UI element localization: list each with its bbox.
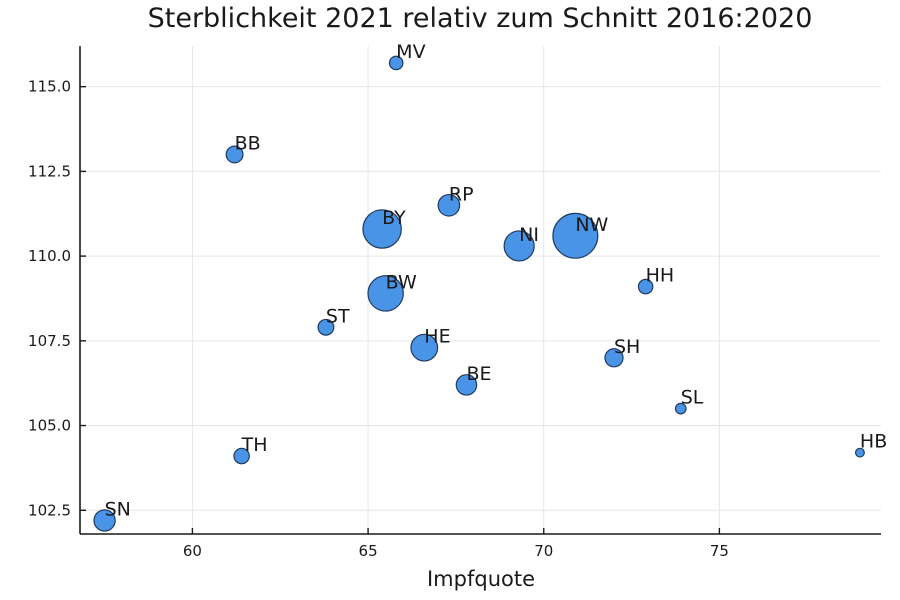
x-axis-label: Impfquote [427,567,535,591]
point-label-he: HE [424,326,450,348]
y-tick-label: 115.0 [28,78,71,96]
data-point-ni [503,230,535,262]
y-tick-label: 110.0 [28,247,71,265]
y-tick-label: 102.5 [28,501,71,519]
data-point-hb [854,447,865,458]
point-label-bw: BW [386,271,417,293]
point-label-by: BY [382,207,406,229]
y-tick-label: 112.5 [28,162,71,180]
data-point-sn [93,509,116,532]
data-point-bw [367,275,404,312]
chart-title: Sterblichkeit 2021 relativ zum Schnitt 2… [148,3,813,34]
x-tick-label: 75 [710,542,729,560]
data-point-sl [674,402,687,415]
point-label-ni: NI [519,224,539,246]
x-tick-label: 60 [183,542,202,560]
x-tick-label: 70 [534,542,553,560]
point-label-th: TH [241,434,268,456]
data-point-sh [604,348,624,368]
data-point-hh [637,278,654,295]
data-point-he [410,333,439,362]
data-point-by [362,209,402,249]
axes: 60 65 70 75 102.5 105.0 107.5 110.0 112.5 115.0 [28,46,881,560]
point-label-hb: HB [860,431,887,453]
point-label-mv: MV [396,41,425,63]
point-label-be: BE [466,363,491,385]
data-point-mv [388,55,404,71]
data-points [93,55,865,532]
x-tick-label: 65 [359,542,378,560]
data-point-be [455,374,478,396]
point-label-sl: SL [681,387,704,409]
data-point-th [233,447,250,465]
data-point-rp [437,193,461,217]
data-point-st [317,318,335,336]
point-label-bb: BB [235,132,261,154]
point-label-nw: NW [575,214,608,236]
point-label-hh: HH [646,265,675,287]
data-point-nw [552,212,599,259]
point-label-sn: SN [105,498,131,520]
y-tick-label: 105.0 [28,417,71,435]
grid [80,46,881,534]
point-label-rp: RP [449,183,474,205]
point-label-st: ST [326,305,350,327]
point-labels: SN BB TH ST BY BW MV HE RP BE NI NW SH HH SL HB [105,41,888,521]
data-point-bb [225,145,244,164]
point-label-sh: SH [614,336,640,358]
y-tick-label: 107.5 [28,332,71,350]
